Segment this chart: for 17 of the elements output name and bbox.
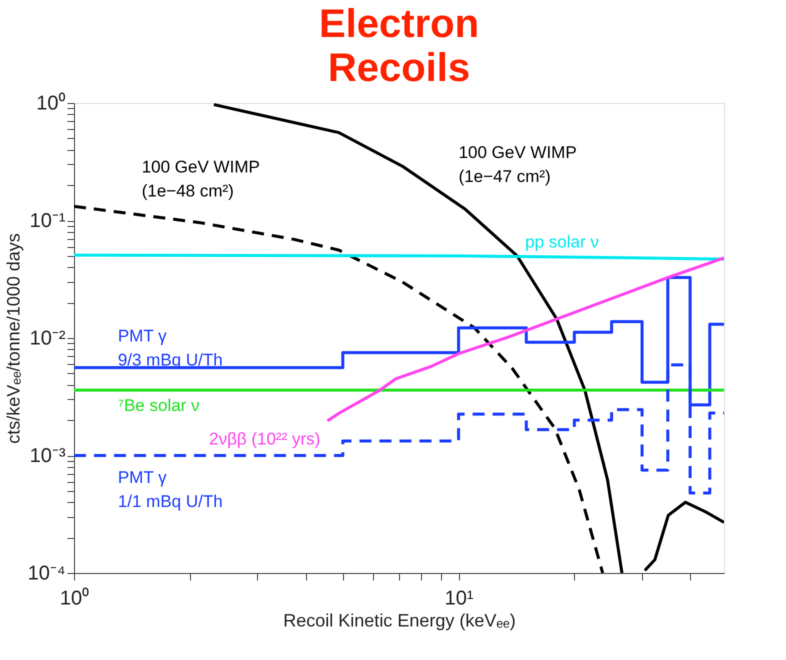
series-label: 100 GeV WIMP (1e−47 cm²) — [458, 142, 577, 186]
series-label: ⁷Be solar ν — [118, 396, 200, 415]
x-tick-label: 10¹ — [444, 588, 474, 610]
y-axis-title: cts/keVₑₑ/tonne/1000 days — [4, 233, 24, 444]
y-tick-label: 10⁻³ — [30, 445, 66, 467]
series-label: pp solar ν — [525, 232, 599, 252]
x-axis-title: Recoil Kinetic Energy (keVₑₑ) — [283, 610, 516, 630]
y-tick-label: 10⁰ — [36, 92, 66, 114]
series-label: PMT γ 9/3 mBq U/Th — [118, 326, 223, 370]
y-tick-label: 10⁻⁴ — [28, 562, 66, 584]
text: Recoils — [328, 46, 470, 90]
series-label: PMT γ 1/1 mBq U/Th — [118, 468, 223, 512]
y-tick-label: 10⁻² — [30, 328, 66, 350]
y-tick-label: 10⁻¹ — [30, 210, 66, 232]
text: Electron — [318, 2, 480, 46]
series-label: 100 GeV WIMP (1e−48 cm²) — [142, 158, 260, 201]
series-label: 2νββ (10²² yrs) — [209, 430, 320, 449]
